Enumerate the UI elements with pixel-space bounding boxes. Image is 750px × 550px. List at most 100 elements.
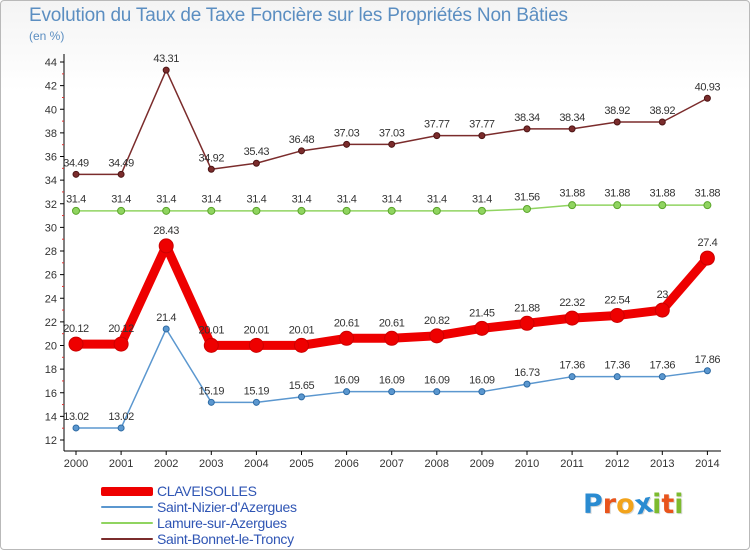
data-label: 31.88 [559,188,585,200]
data-point [343,388,351,396]
data-label: 22.54 [604,294,630,306]
data-point [207,206,216,215]
data-label: 31.88 [695,188,721,200]
line-chart: 12 14 16 18 20 22 24 26 28 30 32 34 36 38 40 42 44 2000 20… [45,53,721,470]
data-label: 36.48 [289,134,315,146]
data-label: 38.34 [559,112,585,124]
logo-letter: r [602,489,617,520]
y-tick-label: 24 [45,293,57,305]
data-label: 40.93 [695,81,721,93]
data-point [654,302,670,318]
data-label: 23 [657,289,669,301]
data-label: 21.45 [469,307,495,319]
data-label: 43.31 [153,53,179,65]
data-label: 34.92 [199,152,225,164]
data-point [162,66,170,74]
logo-letter: i [674,489,684,520]
logo-letter: o [616,489,635,520]
data-label: 38.92 [604,105,630,117]
data-point [117,206,126,215]
data-label: 31.4 [246,193,266,205]
data-point [388,388,396,396]
legend-swatch [101,538,153,540]
data-point [474,320,490,336]
y-tick-label: 36 [45,152,57,164]
data-point [613,201,622,210]
data-point [432,206,441,215]
x-tick-label: 2013 [650,458,674,470]
y-tick-label: 42 [45,81,57,93]
data-label: 31.88 [650,188,676,200]
data-label: 20.01 [244,324,270,336]
data-point [298,393,305,401]
series-layer: 13.02 13.02 21.4 15.19 15.19 15.65 16.09 16.09 1… [63,53,721,432]
x-tick-label: 2009 [470,458,494,470]
data-point [298,147,305,155]
x-tick-label: 2008 [425,458,449,470]
y-tick-label: 16 [45,388,57,400]
data-point [117,424,125,432]
chart-title: Evolution du Taux de Taxe Foncière sur l… [29,5,568,26]
data-point [478,388,486,396]
proxiti-logo: Proxiti [583,488,684,522]
data-label: 15.19 [199,385,225,397]
data-point [699,250,715,266]
data-point [658,373,666,381]
data-point [478,132,486,140]
data-point [117,170,125,178]
series-line [75,69,709,176]
data-label: 31.4 [66,193,86,205]
data-label: 37.77 [424,119,450,131]
y-tick-label: 22 [45,317,57,329]
data-label: 20.12 [63,323,89,335]
data-label: 31.4 [201,193,221,205]
data-point [297,206,306,215]
data-point [613,118,621,126]
data-label: 20.01 [199,324,225,336]
data-label: 20.12 [108,323,134,335]
data-point [387,206,396,215]
legend-swatch [101,522,153,524]
data-point [113,336,129,352]
x-tick-label: 2007 [379,458,403,470]
data-point [613,373,621,381]
data-label: 31.56 [514,191,540,203]
data-point [388,140,396,148]
data-point [72,206,80,215]
data-point [294,337,309,353]
data-label: 13.02 [63,411,89,423]
x-tick-label: 2012 [605,458,629,470]
data-point [72,170,80,178]
data-point [564,310,580,326]
data-point [433,388,441,396]
data-point [568,125,576,133]
logo-letter: P [583,489,603,520]
data-point [68,336,84,352]
y-tick-label: 44 [45,57,57,69]
data-label: 28.43 [153,225,179,237]
data-label: 16.73 [514,367,540,379]
data-label: 34.49 [63,157,89,169]
axes: 12 14 16 18 20 22 24 26 28 30 32 34 36 38 40 42 44 2000 20… [45,54,721,470]
data-label: 16.09 [379,375,405,387]
x-tick-label: 2002 [154,458,178,470]
y-tick-label: 20 [45,341,57,353]
series-saint-bonnet-le-troncy: 34.49 34.49 43.31 34.92 35.43 36.48 37.03 37.03… [63,53,721,178]
data-label: 34.49 [108,157,134,169]
x-tick-label: 2000 [64,458,88,470]
data-point [343,140,351,148]
data-label: 38.34 [514,112,540,124]
data-point [162,206,171,215]
data-point [519,315,535,331]
data-point [523,380,531,388]
data-label: 22.32 [559,297,585,309]
data-label: 31.4 [337,193,357,205]
y-tick-label: 30 [45,222,57,234]
data-point [248,337,264,353]
data-label: 17.86 [695,354,721,366]
series-claveisolles: 20.12 20.12 28.43 20.01 20.01 20.01 20.61 20.61… [63,225,718,353]
y-tick-label: 12 [45,435,57,447]
data-label: 20.61 [379,317,405,329]
y-tick-label: 14 [45,411,57,423]
data-point [658,201,667,210]
